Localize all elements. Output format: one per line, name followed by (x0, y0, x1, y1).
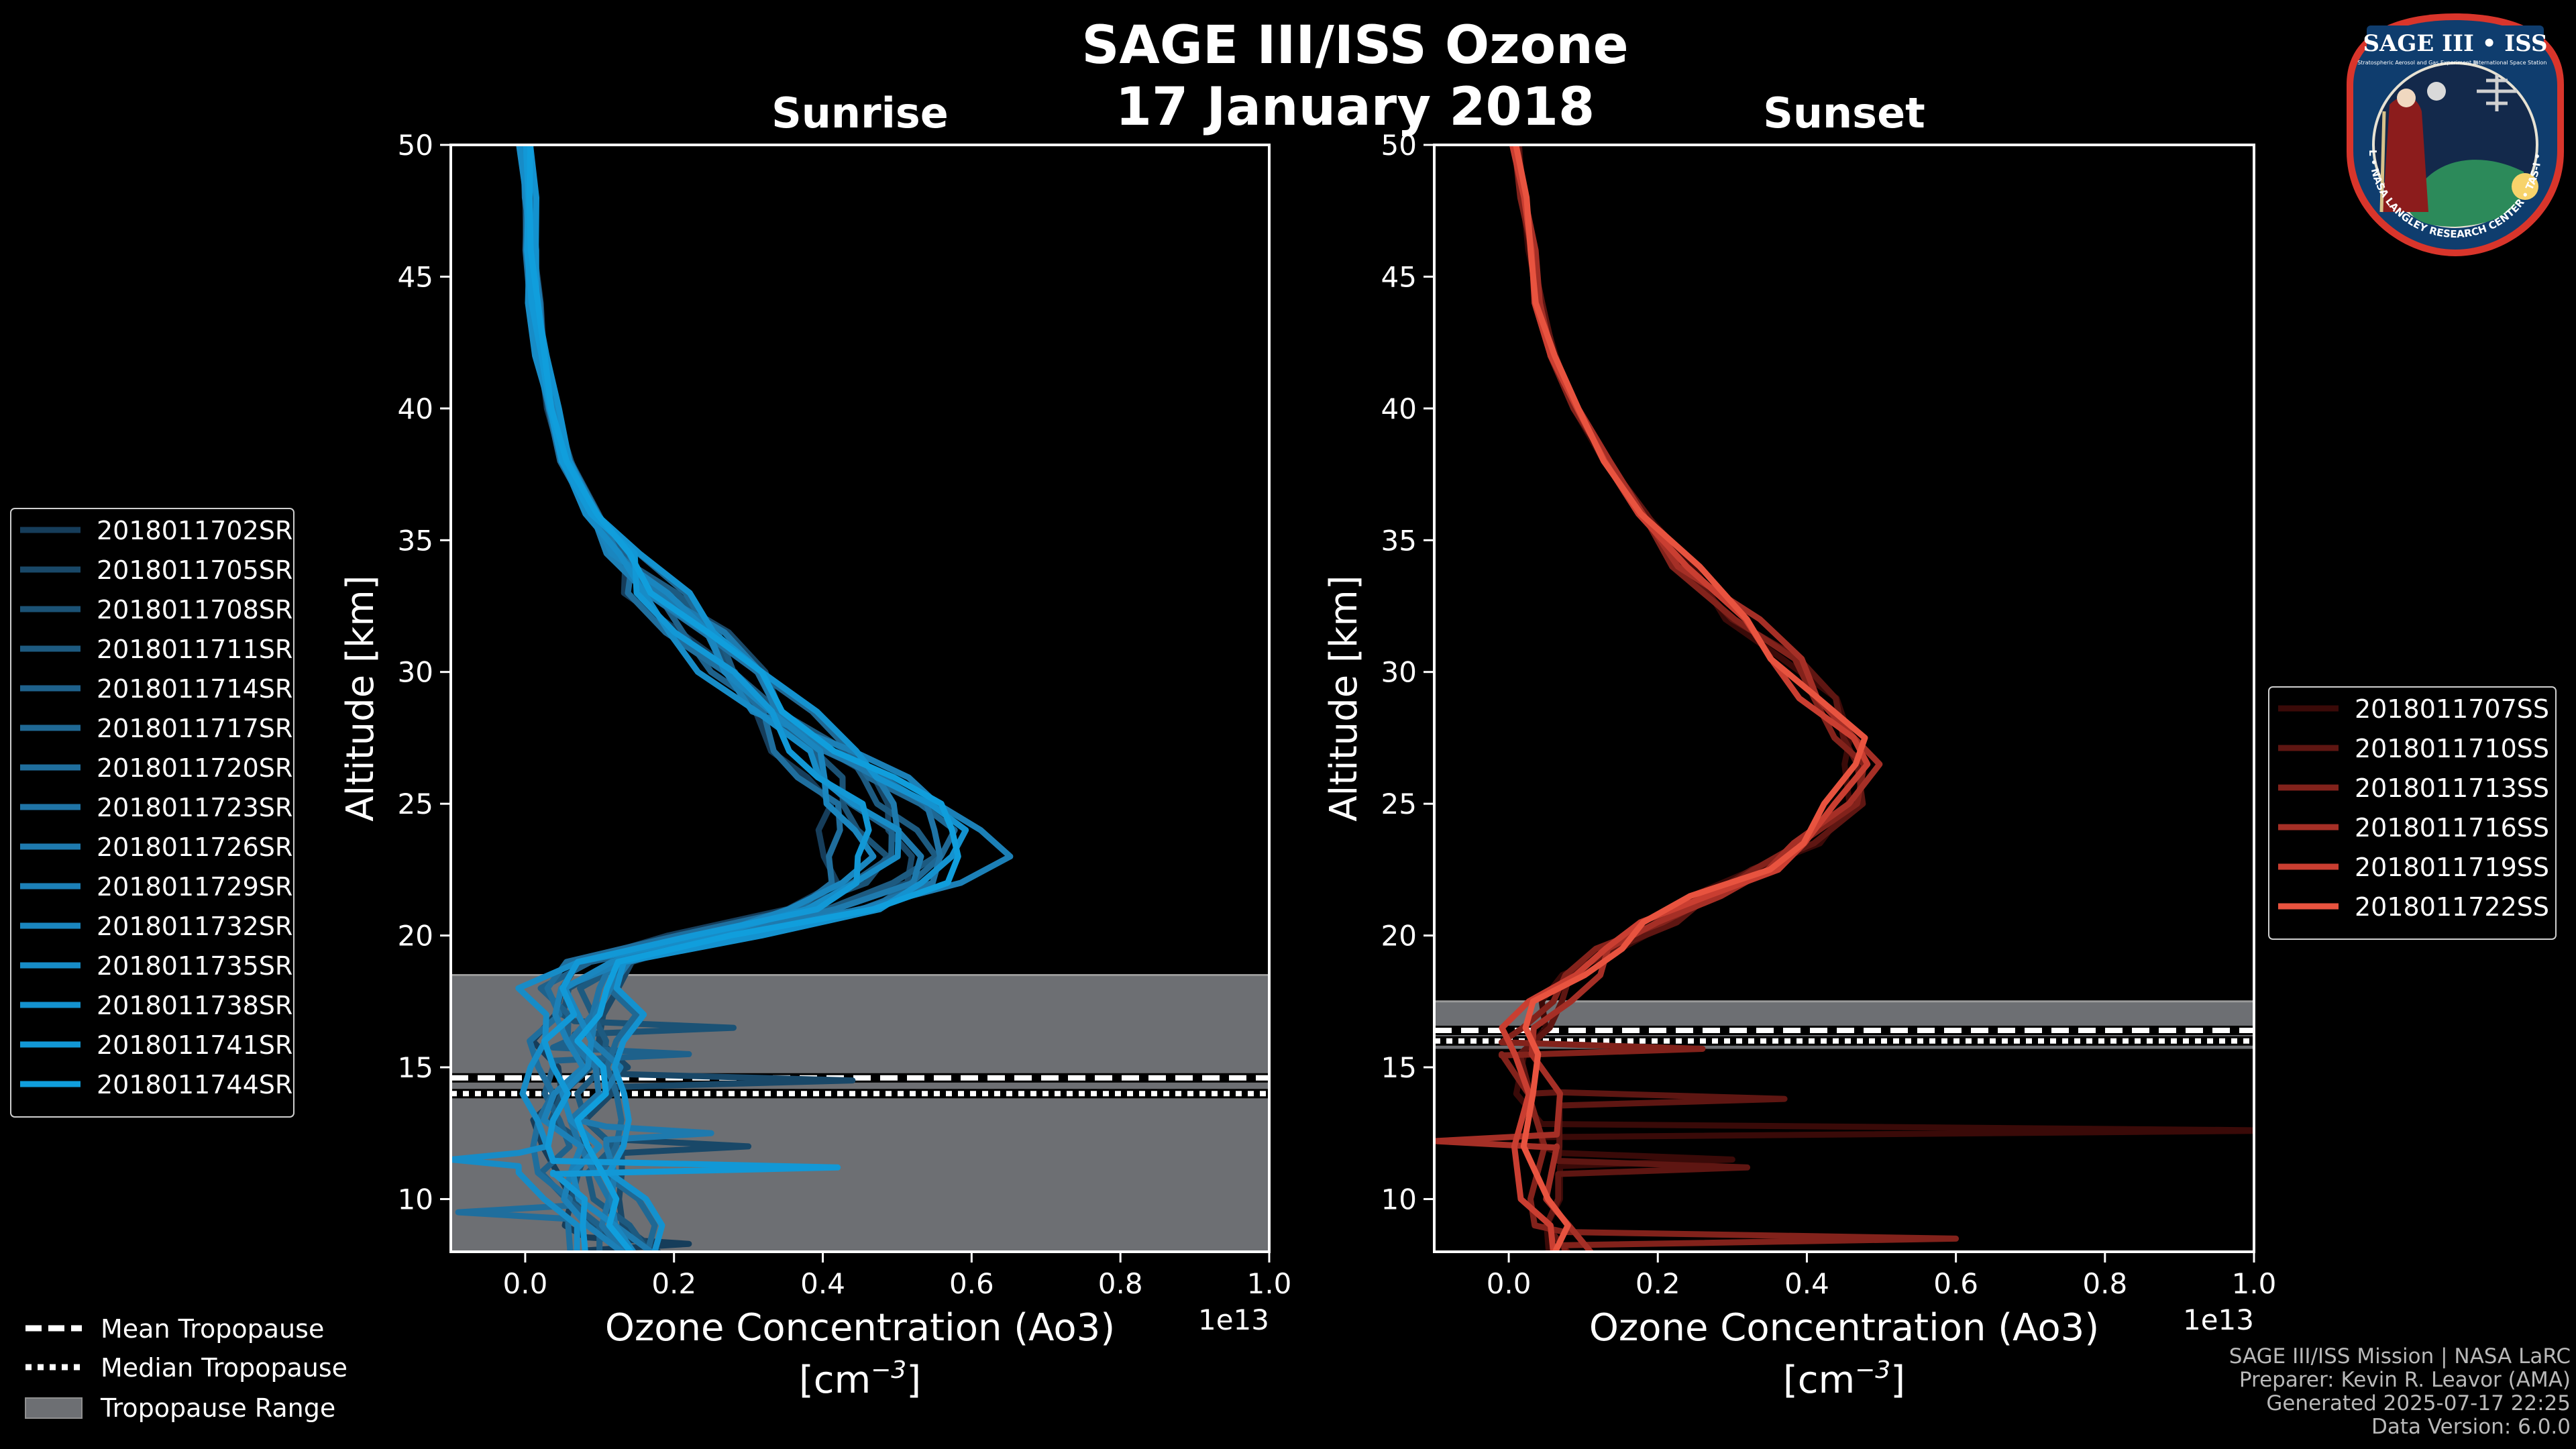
sunset-legend-label: 2018011716SS (2355, 813, 2549, 843)
sunrise-legend-label: 2018011708SR (97, 595, 292, 625)
sunrise-x-tick-label: 0.8 (1098, 1267, 1143, 1300)
sunrise-legend-label: 2018011711SR (97, 635, 292, 664)
sunrise-x-label: Ozone Concentration (Ao3) (605, 1306, 1115, 1350)
footer-line-generated: Generated 2025-07-17 22:25 (2229, 1392, 2571, 1415)
sunrise-y-tick-label: 20 (398, 920, 433, 953)
sunrise-legend: 2018011702SR 2018011705SR 2018011708SR 2018… (11, 508, 294, 1117)
sunset-x-tick-label: 0.8 (2082, 1267, 2127, 1300)
mean-tropopause-label: Mean Tropopause (101, 1314, 324, 1344)
sunset-legend-label: 2018011710SS (2355, 734, 2549, 763)
legend-item-tropopause-range: Tropopause Range (25, 1393, 335, 1423)
sunrise-legend-label: 2018011726SR (97, 833, 292, 862)
moon-icon (2427, 82, 2446, 101)
sunrise-legend-label: 2018011741SR (97, 1030, 292, 1060)
sunrise-legend-label: 2018011717SR (97, 714, 292, 743)
footer-credits: SAGE III/ISS Mission | NASA LaRC Prepare… (2229, 1345, 2571, 1439)
sunset-offset-label: 1e13 (2183, 1303, 2254, 1336)
sunset-x-tick-label: 0.6 (1933, 1267, 1978, 1300)
footer-line-mission: SAGE III/ISS Mission | NASA LaRC (2229, 1345, 2571, 1368)
sunset-x-tick-label: 0.4 (1784, 1267, 1829, 1300)
sunset-x-unit: [cm−3] (1783, 1356, 1905, 1402)
scientist-head-icon (2397, 89, 2416, 107)
sunrise-legend-label: 2018011720SR (97, 753, 292, 783)
sunset-x-tick-label: 1.0 (2232, 1267, 2277, 1300)
sunset-y-tick-label: 15 (1381, 1051, 1417, 1084)
sunrise-y-ticks: 10 15 20 25 30 35 40 45 50 (398, 129, 451, 1216)
sunset-y-tick-label: 35 (1381, 524, 1417, 557)
sunset-y-tick-label: 20 (1381, 920, 1417, 953)
sunrise-legend-label: 2018011735SR (97, 951, 292, 981)
title-line-2: 17 January 2018 (885, 76, 1825, 138)
sunset-x-tick-label: 0.0 (1487, 1267, 1532, 1300)
sunset-x-tick-label: 0.2 (1635, 1267, 1680, 1300)
tropopause-range-swatch (25, 1398, 82, 1418)
sunset-y-tick-label: 10 (1381, 1183, 1417, 1216)
sunrise-y-tick-label: 25 (398, 788, 433, 820)
sunset-legend-label: 2018011707SS (2355, 694, 2549, 724)
sunrise-y-tick-label: 30 (398, 656, 433, 689)
sunset-y-label: Altitude [km] (1322, 575, 1366, 821)
patch-subtitle-right: International Space Station (2474, 60, 2547, 66)
figure-title: SAGE III/ISS Ozone 17 January 2018 (885, 15, 1825, 138)
sunrise-y-tick-label: 35 (398, 524, 433, 557)
sunrise-legend-label: 2018011738SR (97, 991, 292, 1020)
sunrise-legend-label: 2018011732SR (97, 912, 292, 941)
sunrise-legend-label: 2018011744SR (97, 1070, 292, 1099)
sunrise-offset-label: 1e13 (1198, 1303, 1269, 1336)
sunrise-y-tick-label: 15 (398, 1051, 433, 1084)
tropopause-range-label: Tropopause Range (100, 1393, 335, 1423)
patch-subtitle-left: Stratospheric Aerosol and Gas Experiment… (2357, 60, 2477, 66)
sunrise-y-tick-label: 45 (398, 260, 433, 293)
sunset-legend: 2018011707SS 2018011710SS 2018011713SS 2018… (2269, 687, 2556, 939)
sunrise-x-tick-label: 0.6 (949, 1267, 994, 1300)
patch-title: SAGE III • ISS (2363, 30, 2547, 57)
legend-item-mean-tropopause: Mean Tropopause (25, 1314, 324, 1344)
sunrise-legend-label: 2018011705SR (97, 555, 292, 585)
sunrise-y-tick-label: 40 (398, 392, 433, 425)
sunrise-x-tick-label: 0.0 (503, 1267, 548, 1300)
sunset-legend-label: 2018011719SS (2355, 853, 2549, 882)
legend-item-median-tropopause: Median Tropopause (25, 1353, 347, 1383)
footer-line-version: Data Version: 6.0.0 (2229, 1415, 2571, 1439)
sunset-series-line-2018011713SS (1501, 145, 1955, 1252)
sunrise-legend-label: 2018011714SR (97, 674, 292, 704)
sunset-legend-label: 2018011722SS (2355, 892, 2549, 922)
sunset-x-ticks: 0.0 0.2 0.4 0.6 0.8 1.0 (1487, 1252, 2277, 1300)
sunset-series-line-2018011707SS (1516, 145, 2291, 1252)
sage-iii-iss-mission-patch: SAGE III • ISS Stratospheric Aerosol and… (2343, 11, 2568, 260)
sunrise-legend-label: 2018011723SR (97, 793, 292, 822)
sunrise-x-tick-label: 0.2 (651, 1267, 696, 1300)
sunrise-legend-label: 2018011702SR (97, 516, 292, 545)
sunrise-y-label: Altitude [km] (339, 575, 382, 821)
sunrise-legend-label: 2018011729SR (97, 872, 292, 902)
sunset-legend-label: 2018011713SS (2355, 773, 2549, 803)
title-line-1: SAGE III/ISS Ozone (885, 15, 1825, 76)
sunset-y-tick-label: 25 (1381, 788, 1417, 820)
sunset-x-label: Ozone Concentration (Ao3) (1589, 1306, 2099, 1350)
tropopause-legend: Mean Tropopause Median Tropopause Tropop… (25, 1314, 347, 1423)
sunset-y-ticks: 10 15 20 25 30 35 40 45 50 (1381, 129, 1434, 1216)
footer-line-preparer: Preparer: Kevin R. Leavor (AMA) (2229, 1368, 2571, 1392)
sunrise-y-tick-label: 50 (398, 129, 433, 162)
sunset-y-tick-label: 40 (1381, 392, 1417, 425)
median-tropopause-label: Median Tropopause (101, 1353, 347, 1383)
figure-canvas: Sunrise 101520253035404550 0.0 0.2 0.4 0.6 0… (0, 0, 2576, 1449)
sunset-y-tick-label: 45 (1381, 260, 1417, 293)
sunrise-x-unit: [cm−3] (799, 1356, 921, 1402)
sunset-profiles (1434, 145, 2292, 1252)
sunrise-x-tick-label: 1.0 (1247, 1267, 1292, 1300)
sunrise-x-ticks: 0.0 0.2 0.4 0.6 0.8 1.0 (503, 1252, 1292, 1300)
sunrise-x-tick-label: 0.4 (800, 1267, 845, 1300)
sunrise-y-tick-label: 10 (398, 1183, 433, 1216)
sunset-y-tick-label: 30 (1381, 656, 1417, 689)
